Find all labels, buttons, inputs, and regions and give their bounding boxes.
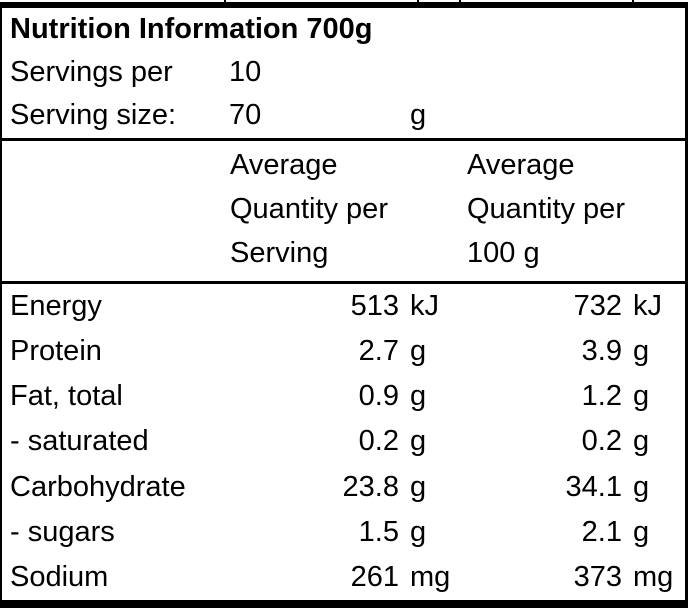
per-100g-unit: g bbox=[633, 335, 650, 368]
empty-cell bbox=[622, 94, 685, 137]
empty-cell bbox=[622, 51, 685, 94]
per-100g-value: 0.2 bbox=[581, 425, 622, 458]
per-serving-value: 513 bbox=[350, 290, 399, 323]
nutrient-label: Carbohydrate bbox=[10, 470, 186, 503]
per-serving-value: 23.8 bbox=[342, 470, 399, 503]
serving-size-value: 70 bbox=[229, 99, 262, 131]
servings-per-value: 10 bbox=[229, 56, 262, 88]
per-100g-header-line-3: 100 g bbox=[467, 237, 540, 269]
nutrient-row-saturated: - saturated 0.2 g 0.2 g bbox=[2, 419, 685, 464]
header-section: Nutrition Information 700g Servings per … bbox=[2, 8, 685, 141]
empty-cell bbox=[462, 94, 622, 137]
nutrient-row-fat-total: Fat, total 0.9 g 1.2 g bbox=[2, 374, 685, 419]
per-serving-unit: g bbox=[410, 515, 427, 548]
nutrient-label: Energy bbox=[10, 290, 102, 323]
per-100g-unit: g bbox=[633, 380, 650, 413]
nutrient-label: Fat, total bbox=[10, 380, 123, 413]
per-100g-value: 732 bbox=[573, 290, 622, 323]
per-serving-header-line-3: Serving bbox=[230, 237, 329, 269]
servings-per-row: Servings per 10 bbox=[2, 51, 685, 94]
nutrient-label: Protein bbox=[10, 335, 102, 368]
nutrient-label: - sugars bbox=[10, 515, 115, 548]
servings-per-unit-cell bbox=[399, 51, 462, 94]
nutrient-column-spacer bbox=[2, 143, 221, 281]
per-serving-unit: mg bbox=[410, 560, 451, 593]
per-100g-unit: g bbox=[633, 470, 650, 503]
servings-per-label: Servings per bbox=[10, 56, 173, 88]
per-100g-unit: g bbox=[633, 515, 650, 548]
gridline-stub bbox=[459, 0, 461, 2]
per-serving-unit: g bbox=[410, 470, 427, 503]
panel-title: Nutrition Information 700g bbox=[10, 13, 373, 45]
nutrient-row-protein: Protein 2.7 g 3.9 g bbox=[2, 329, 685, 374]
per-serving-column-header: Average Quantity per Serving bbox=[221, 143, 462, 281]
nutrient-label: - saturated bbox=[10, 425, 149, 458]
serving-size-row: Serving size: 70 g bbox=[2, 94, 685, 137]
per-100g-value: 373 bbox=[573, 560, 622, 593]
nutrient-label: Sodium bbox=[10, 560, 109, 593]
per-serving-unit: g bbox=[410, 335, 427, 368]
nutrient-row-carbohydrate: Carbohydrate 23.8 g 34.1 g bbox=[2, 465, 685, 510]
per-100g-unit: kJ bbox=[633, 290, 662, 323]
per-serving-value: 2.7 bbox=[358, 335, 399, 368]
per-100g-header-line-2: Quantity per bbox=[467, 193, 625, 225]
per-100g-column-header: Average Quantity per 100 g bbox=[462, 143, 685, 281]
per-100g-value: 34.1 bbox=[565, 470, 622, 503]
per-100g-unit: mg bbox=[633, 560, 674, 593]
serving-size-unit: g bbox=[410, 99, 427, 131]
per-serving-value: 0.9 bbox=[358, 380, 399, 413]
per-serving-unit: g bbox=[410, 380, 427, 413]
nutrient-table-body: Energy 513 kJ 732 kJ Protein 2.7 g 3.9 g… bbox=[2, 284, 685, 600]
gridline-stub bbox=[632, 0, 634, 2]
empty-cell bbox=[462, 51, 622, 94]
gridline-stub bbox=[417, 0, 419, 2]
nutrient-row-energy: Energy 513 kJ 732 kJ bbox=[2, 284, 685, 329]
per-100g-unit: g bbox=[633, 425, 650, 458]
per-serving-unit: kJ bbox=[410, 290, 439, 323]
per-serving-header-line-2: Quantity per bbox=[230, 193, 388, 225]
per-100g-value: 1.2 bbox=[581, 380, 622, 413]
per-100g-value: 3.9 bbox=[581, 335, 622, 368]
per-serving-unit: g bbox=[410, 425, 427, 458]
per-serving-header-line-1: Average bbox=[230, 149, 338, 181]
nutrient-row-sodium: Sodium 261 mg 373 mg bbox=[2, 555, 685, 600]
per-serving-value: 1.5 bbox=[358, 515, 399, 548]
gridline-stub bbox=[224, 0, 226, 2]
per-serving-value: 0.2 bbox=[358, 425, 399, 458]
per-serving-value: 261 bbox=[350, 560, 399, 593]
per-100g-header-line-1: Average bbox=[467, 149, 575, 181]
serving-size-label: Serving size: bbox=[10, 99, 177, 131]
column-header-section: Average Quantity per Serving Average Qua… bbox=[2, 141, 685, 284]
per-100g-value: 2.1 bbox=[581, 515, 622, 548]
nutrient-row-sugars: - sugars 1.5 g 2.1 g bbox=[2, 510, 685, 555]
